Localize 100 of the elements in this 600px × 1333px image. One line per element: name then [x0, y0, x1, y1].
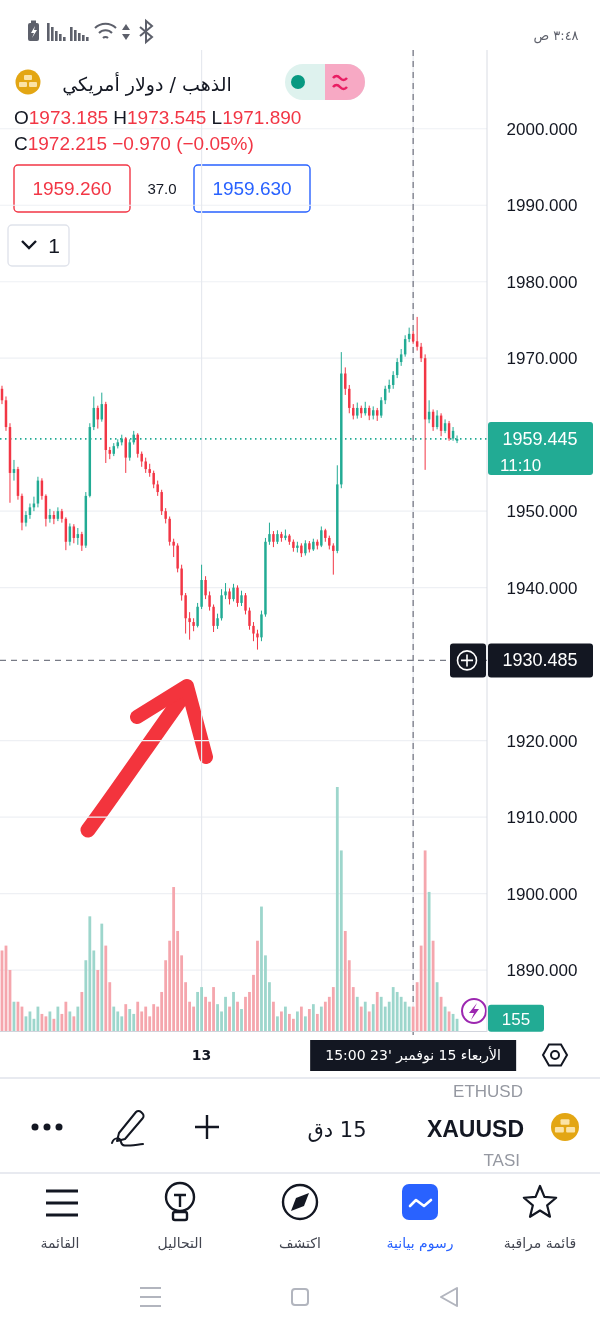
bar	[56, 1006, 60, 1031]
bar	[244, 996, 247, 1031]
bar	[272, 1001, 275, 1031]
ref-line-label: 1959.445	[502, 428, 578, 449]
annotation: O1973.185 H1973.545 L1971.890	[14, 107, 302, 128]
bar	[391, 987, 395, 1031]
annotation: 1	[48, 234, 60, 257]
bar	[64, 1001, 68, 1031]
bar	[292, 1018, 295, 1031]
candlestick	[268, 522, 271, 546]
annotation: 1959.260	[32, 178, 112, 199]
bar	[200, 987, 203, 1031]
bar	[256, 940, 259, 1031]
bar	[299, 1006, 303, 1031]
bar	[399, 996, 403, 1031]
text: اكتشف	[279, 1235, 321, 1251]
bar	[363, 1001, 367, 1031]
bar	[72, 1016, 76, 1031]
bar	[216, 1004, 219, 1031]
bar	[240, 1009, 243, 1031]
text: رسوم بيانية	[386, 1235, 454, 1252]
bar	[323, 1001, 327, 1031]
candlestick	[320, 525, 323, 548]
bar	[116, 1011, 120, 1031]
candlestick	[248, 607, 251, 631]
text: القائمة	[40, 1235, 80, 1251]
bar	[128, 1009, 132, 1031]
candlestick	[168, 516, 171, 547]
bar	[172, 887, 176, 1031]
bar	[395, 991, 399, 1031]
text: 155	[501, 1009, 531, 1029]
candlestick	[172, 538, 175, 558]
text: TASI	[483, 1151, 520, 1170]
candlestick	[332, 542, 335, 576]
y-tick-label: 1910.000	[506, 808, 578, 828]
candlestick	[348, 384, 351, 414]
candlestick	[260, 610, 263, 642]
bar	[80, 991, 84, 1031]
y-tick-label: 1990.000	[506, 196, 578, 216]
candlestick	[208, 590, 211, 612]
bar	[315, 1013, 319, 1031]
bar	[423, 850, 427, 1031]
bar	[88, 916, 92, 1031]
bar	[132, 1013, 136, 1031]
bar	[228, 1006, 231, 1031]
text: XAUUSD	[426, 1116, 524, 1142]
bar	[379, 996, 383, 1031]
bar	[204, 996, 207, 1031]
bar	[367, 1011, 371, 1031]
y-tick-label: 1920.000	[506, 731, 578, 751]
bar	[407, 1006, 411, 1031]
candlestick	[160, 489, 163, 516]
bar	[371, 1004, 375, 1031]
bar	[152, 1004, 156, 1031]
x-tick-label: الأربعاء 15 نوفمبر '23 15:00	[325, 1046, 501, 1064]
text: التحاليل	[157, 1235, 203, 1251]
annotation: 37.0	[147, 180, 177, 197]
bar	[355, 996, 359, 1031]
bar	[144, 1006, 148, 1031]
text: 11:10	[500, 456, 542, 475]
bar	[112, 1006, 116, 1031]
candlestick	[236, 584, 239, 608]
candlestick	[204, 575, 207, 600]
bar	[260, 906, 263, 1031]
y-tick-label: 1950.000	[506, 502, 578, 522]
bar	[335, 787, 339, 1031]
text: ETHUSD	[453, 1082, 523, 1101]
bar	[224, 996, 227, 1031]
candlestick	[256, 629, 259, 651]
bar	[331, 987, 335, 1031]
bar	[280, 1011, 283, 1031]
candlestick	[212, 603, 215, 633]
bar	[307, 1009, 311, 1031]
text: قائمة مراقبة	[503, 1235, 577, 1252]
candlestick	[252, 621, 255, 642]
bar	[236, 1001, 239, 1031]
y-tick-label: 1980.000	[506, 272, 578, 292]
candlestick	[188, 611, 191, 641]
bar	[96, 970, 100, 1031]
candlestick	[196, 602, 199, 628]
text: ٣:٤٨ ص	[533, 28, 579, 44]
y-tick-label: 1890.000	[506, 961, 578, 981]
bar	[52, 1018, 56, 1031]
bar	[343, 930, 347, 1031]
y-tick-label: 2000.000	[506, 119, 578, 139]
bar	[136, 1001, 140, 1031]
bar	[359, 1006, 363, 1031]
text: الذهب / دولار أمريكي	[62, 72, 232, 96]
annotation: C1972.215 −0.970 (−0.05%)	[14, 133, 254, 154]
bar	[431, 940, 435, 1031]
bar	[303, 1016, 307, 1031]
y-tick-label: 1900.000	[506, 884, 578, 904]
bar	[76, 1006, 80, 1031]
ref-line-label: 1930.485	[502, 650, 578, 671]
bar	[375, 991, 379, 1031]
candlestick	[184, 592, 187, 635]
bar	[212, 987, 215, 1031]
candlestick	[220, 588, 223, 622]
candlestick	[176, 542, 179, 573]
y-tick-label: 1940.000	[506, 578, 578, 598]
